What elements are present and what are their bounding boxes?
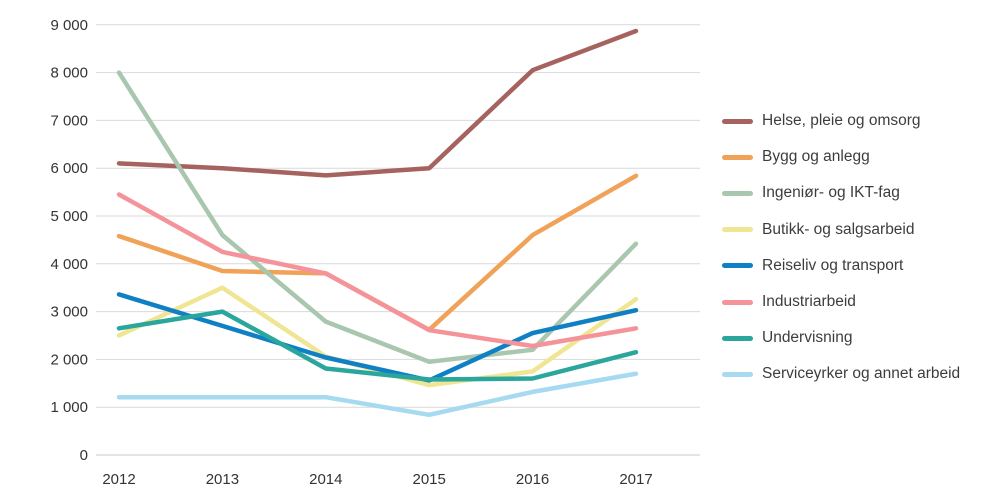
legend-swatch [722, 263, 753, 269]
x-axis-tick-label: 2015 [413, 471, 446, 488]
x-axis-tick-label: 2014 [309, 471, 342, 488]
legend-item-1[interactable]: Bygg og anlegg [722, 139, 960, 175]
series-line-4 [116, 292, 639, 383]
legend-item-2[interactable]: Ingeniør- og IKT-fag [722, 175, 960, 211]
legend-label: Helse, pleie og omsorg [762, 112, 921, 130]
y-axis-tick-label: 5 000 [50, 208, 88, 225]
y-axis-tick-label: 7 000 [50, 112, 88, 129]
legend-swatch [722, 154, 753, 160]
series-line-7 [116, 371, 639, 418]
legend-label: Undervisning [762, 329, 853, 347]
legend-item-6[interactable]: Undervisning [722, 320, 960, 356]
legend-label: Ingeniør- og IKT-fag [762, 184, 900, 202]
x-axis-tick-label: 2017 [619, 471, 652, 488]
legend-label: Serviceyrker og annet arbeid [762, 365, 961, 383]
legend-label: Industriarbeid [762, 293, 856, 311]
y-axis-tick-label: 3 000 [50, 304, 88, 321]
y-axis-tick-label: 2 000 [50, 351, 88, 368]
legend-item-7[interactable]: Serviceyrker og annet arbeid [722, 356, 960, 392]
legend-label: Butikk- og salgsarbeid [762, 220, 915, 238]
legend-item-4[interactable]: Reiseliv og transport [722, 248, 960, 284]
series-line-1 [116, 173, 639, 333]
y-axis-tick-label: 1 000 [50, 399, 88, 416]
legend-swatch [722, 227, 753, 233]
series-line-5 [116, 192, 639, 349]
series-line-6 [116, 309, 639, 382]
chart-canvas: 0 1 000 2 000 3 000 4 000 5 000 6 000 7 000 8 00… [50, 17, 700, 488]
y-axis-tick-label: 6 000 [50, 160, 88, 177]
legend-label: Bygg og anlegg [762, 148, 870, 166]
legend-swatch [722, 299, 753, 305]
x-axis-tick-label: 2013 [206, 471, 239, 488]
series-line-0 [116, 28, 639, 178]
legend-swatch [722, 335, 753, 341]
legend-item-5[interactable]: Industriarbeid [722, 284, 960, 320]
y-axis-tick-label: 0 [80, 447, 88, 464]
legend-swatch [722, 118, 753, 124]
x-axis-tick-label: 2012 [102, 471, 135, 488]
plot-area: 0 1 000 2 000 3 000 4 000 5 000 6 000 7 000 8 00… [50, 17, 700, 488]
legend-item-0[interactable]: Helse, pleie og omsorg [722, 103, 960, 139]
legend-swatch [722, 190, 753, 196]
y-axis-tick-label: 8 000 [50, 65, 88, 82]
series-line-2 [116, 70, 639, 365]
y-axis-tick-label: 4 000 [50, 256, 88, 273]
legend-label: Reiseliv og transport [762, 256, 904, 274]
chart-legend: Helse, pleie og omsorg Bygg og anlegg Inge… [722, 103, 960, 393]
y-axis-tick-label: 9 000 [50, 17, 88, 34]
legend-item-3[interactable]: Butikk- og salgsarbeid [722, 212, 960, 248]
x-axis-tick-label: 2016 [516, 471, 549, 488]
legend-swatch [722, 371, 753, 377]
